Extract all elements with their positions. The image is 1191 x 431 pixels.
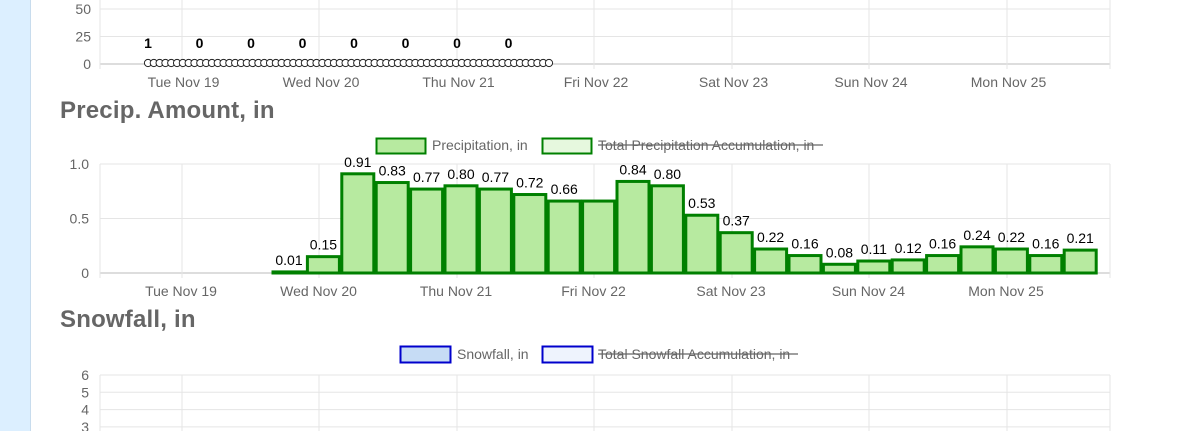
data-label: 0.72	[516, 175, 543, 191]
precip-bar	[512, 193, 548, 275]
legend-swatch-precipitation	[375, 137, 427, 155]
x-tick-label: Tue Nov 19	[148, 74, 220, 90]
data-label: 0.21	[1067, 230, 1094, 246]
precip-bar	[340, 172, 376, 275]
y-tick-label: 5	[81, 384, 89, 400]
precip-bar	[305, 255, 341, 275]
y-tick-label: 3	[81, 419, 89, 431]
x-tick-label: Sun Nov 24	[832, 283, 905, 299]
x-tick-label: Thu Nov 21	[422, 74, 495, 90]
precip-bar	[684, 213, 720, 275]
x-tick-label: Fri Nov 22	[564, 74, 629, 90]
x-tick-label: Wed Nov 20	[283, 74, 360, 90]
data-label: 0	[350, 35, 358, 51]
data-label: 0.83	[379, 163, 406, 179]
precip-bar	[443, 184, 479, 275]
x-tick-label: Thu Nov 21	[420, 283, 493, 299]
data-label: 0.91	[344, 154, 371, 170]
y-tick-label: 0	[83, 56, 91, 72]
precip-bar	[1028, 254, 1064, 275]
data-label: 0.77	[482, 169, 509, 185]
x-tick-label: Fri Nov 22	[561, 283, 626, 299]
scatter-point	[544, 58, 554, 68]
data-label: 0	[453, 35, 461, 51]
data-label: 0.01	[275, 252, 302, 268]
x-tick-label: Tue Nov 19	[145, 283, 217, 299]
data-label: 0.08	[826, 244, 853, 260]
y-tick-label: 0	[81, 265, 89, 281]
precip-bar	[409, 187, 445, 275]
data-label: 0	[196, 35, 204, 51]
precip-bar	[718, 231, 754, 275]
precip-bar	[856, 259, 892, 275]
data-label: 0	[247, 35, 255, 51]
data-label: 0.22	[757, 229, 784, 245]
precip-bar	[581, 199, 617, 275]
precip-bar	[925, 254, 961, 275]
data-label: 0.16	[1032, 236, 1059, 252]
y-tick-label: 6	[81, 367, 89, 383]
data-label: 0.77	[413, 169, 440, 185]
y-tick-label: 25	[75, 29, 91, 45]
precip-bar	[271, 270, 307, 275]
data-label: 0.53	[688, 195, 715, 211]
precip-bar	[959, 245, 995, 275]
data-label: 1	[144, 35, 152, 51]
precip-bar	[821, 262, 857, 275]
y-tick-label: 0.5	[70, 211, 90, 227]
data-label: 0.84	[619, 161, 646, 177]
precip-bar	[374, 181, 410, 275]
x-tick-label: Sat Nov 23	[699, 74, 768, 90]
y-tick-label: 1.0	[70, 156, 90, 172]
data-label: 0.22	[998, 229, 1025, 245]
data-label: 0.37	[723, 213, 750, 229]
precip-bar	[787, 254, 823, 275]
precip-bar	[477, 187, 513, 275]
data-label: 0.11	[861, 241, 887, 257]
data-label: 0.16	[791, 236, 818, 252]
left-panel-edge	[0, 0, 31, 431]
precip-section-title: Precip. Amount, in	[60, 97, 275, 124]
data-label: 0.15	[310, 237, 337, 253]
precip-bar	[649, 184, 685, 275]
snowfall-section-title: Snowfall, in	[60, 306, 196, 333]
x-tick-label: Wed Nov 20	[280, 283, 357, 299]
legend-label-snowfall: Snowfall, in	[457, 346, 529, 362]
precip-bar	[753, 247, 789, 275]
precip-bar	[993, 247, 1029, 275]
y-tick-label: 50	[75, 1, 91, 17]
data-label: 0.80	[447, 166, 474, 182]
legend-swatch-total-precipitation	[541, 137, 593, 155]
precip-bar	[1062, 248, 1098, 275]
y-tick-label: 4	[81, 402, 89, 418]
data-label: 0.66	[551, 181, 578, 197]
precip-bar	[615, 179, 651, 275]
precip-bar	[890, 258, 926, 275]
data-label: 0	[505, 35, 513, 51]
x-tick-label: Mon Nov 25	[971, 74, 1047, 90]
x-tick-label: Mon Nov 25	[968, 283, 1044, 299]
legend-label-precipitation: Precipitation, in	[432, 137, 528, 153]
data-label: 0	[299, 35, 307, 51]
x-tick-label: Sat Nov 23	[696, 283, 765, 299]
data-label: 0.16	[929, 236, 956, 252]
data-label: 0.80	[654, 166, 681, 182]
legend-swatch-snowfall	[399, 345, 452, 364]
precip-bar	[546, 199, 582, 275]
data-label: 0	[402, 35, 410, 51]
data-label: 0.24	[963, 227, 990, 243]
legend-swatch-total-snowfall	[541, 345, 594, 364]
data-label: 0.12	[895, 240, 922, 256]
x-tick-label: Sun Nov 24	[834, 74, 907, 90]
